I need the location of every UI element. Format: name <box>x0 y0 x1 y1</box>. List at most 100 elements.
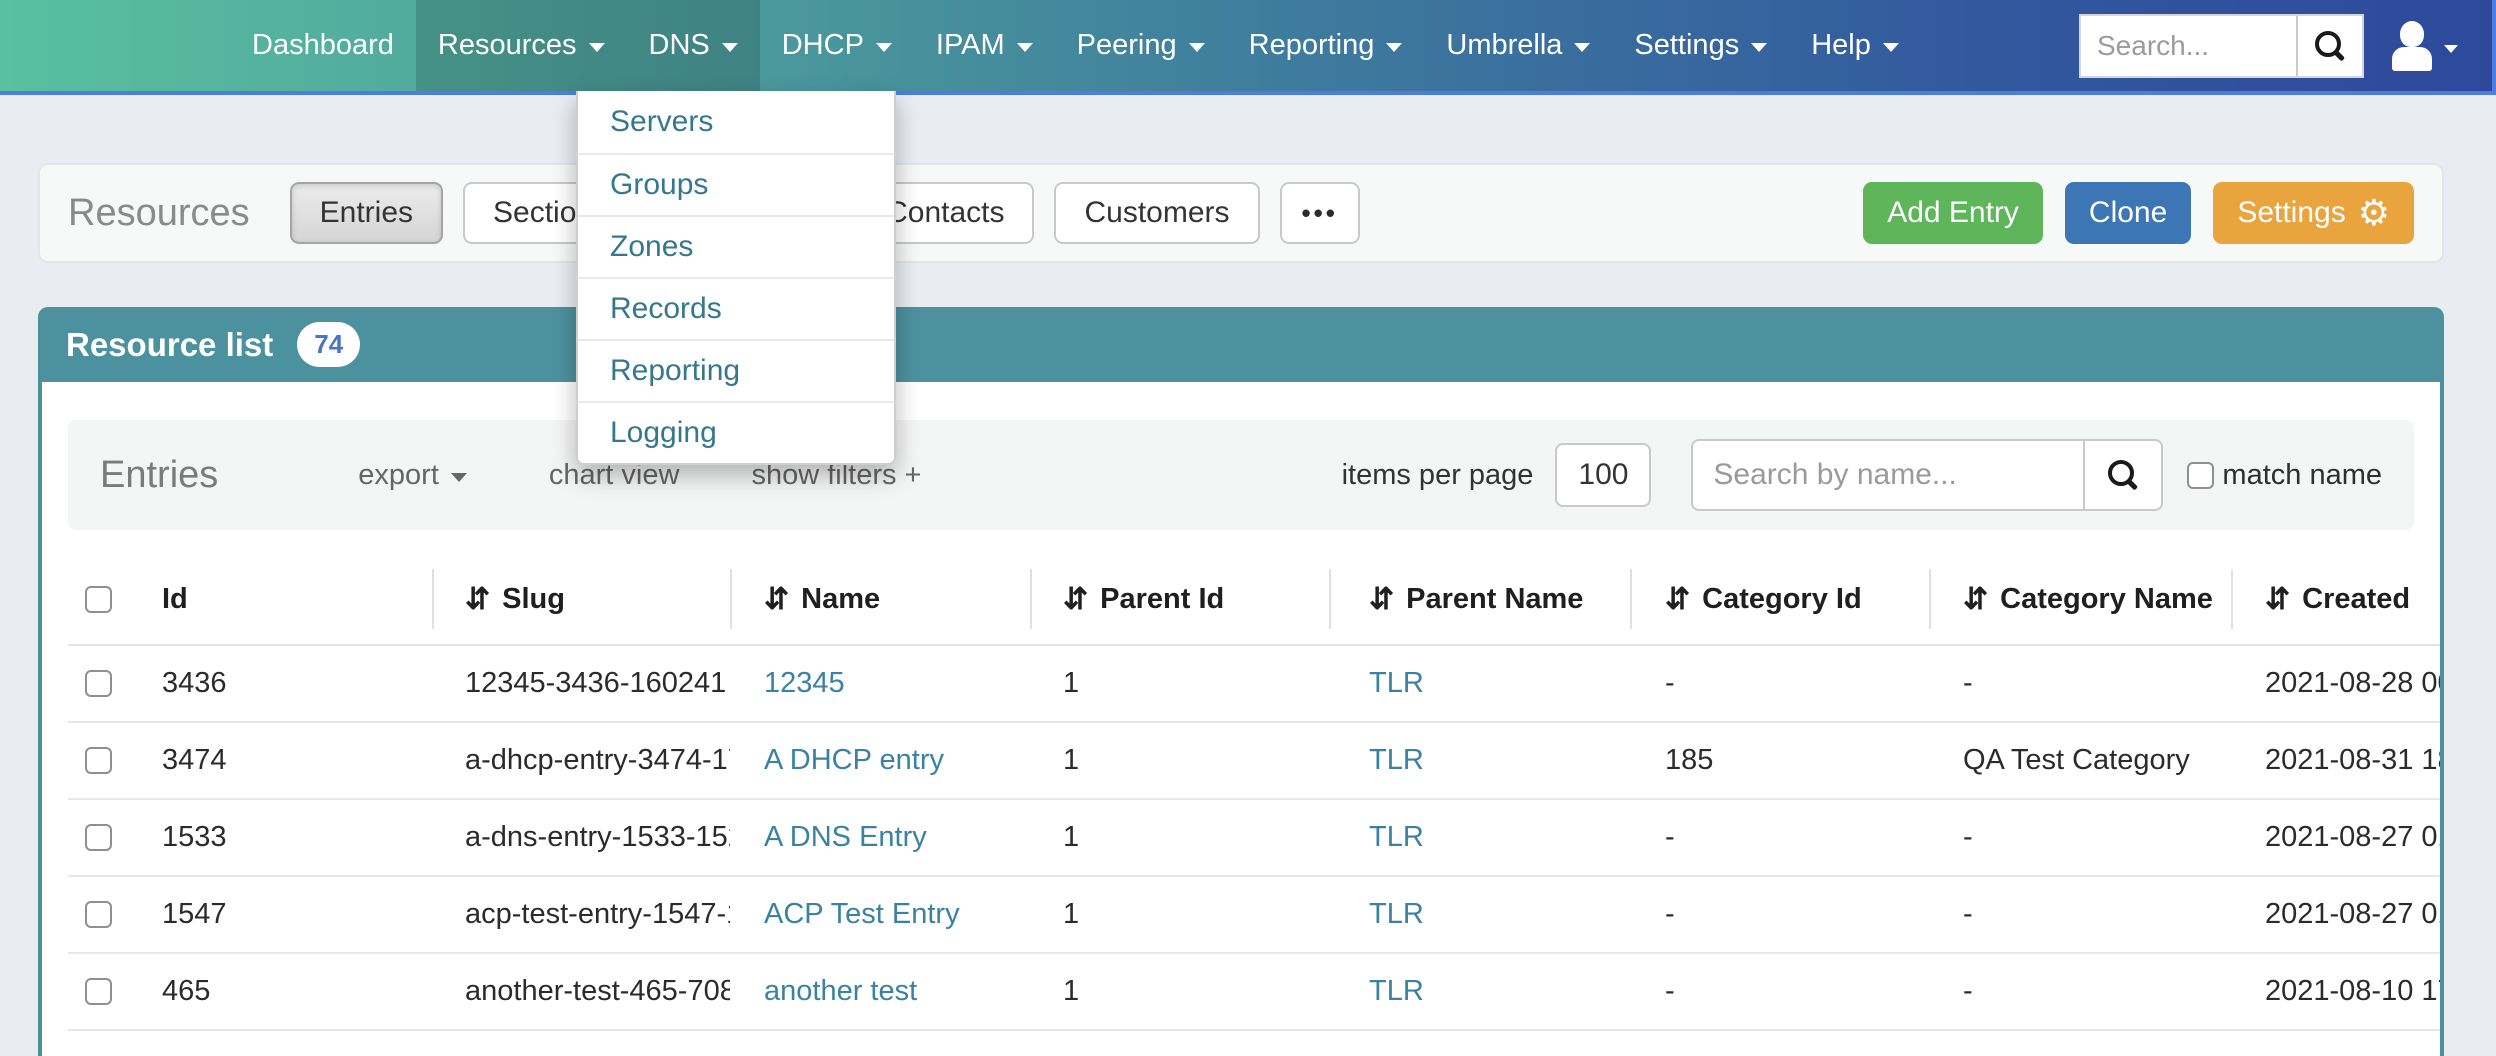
column-header-created[interactable]: ⇵ Created <box>2231 555 2440 644</box>
cell-value[interactable]: TLR <box>1369 667 1424 699</box>
name-search-group <box>1691 439 2164 511</box>
cell-value[interactable]: A DNS Entry <box>764 821 927 853</box>
cell-value[interactable]: TLR <box>1369 744 1424 776</box>
tab-customers[interactable]: Customers <box>1054 182 1260 244</box>
row-checkbox[interactable] <box>85 901 112 928</box>
nav-item-resources[interactable]: Resources <box>415 0 627 91</box>
nav-item-label: Peering <box>1076 29 1177 61</box>
cell-value[interactable]: 12345 <box>764 667 845 699</box>
name-search-input[interactable] <box>1691 439 2084 511</box>
dns-menu-item-groups[interactable]: Groups <box>578 153 894 215</box>
chevron-down-icon <box>1386 43 1403 52</box>
nav-item-umbrella[interactable]: Umbrella <box>1424 0 1612 91</box>
table-row: 3436 12345-3436-160241 12345 1 TLR - -2021-08-… <box>68 646 2440 723</box>
match-name-label: match name <box>2222 458 2382 491</box>
dns-menu-item-records[interactable]: Records <box>578 277 894 339</box>
cell-value[interactable]: another test <box>764 975 918 1007</box>
column-header-label: Category Id <box>1702 583 1862 615</box>
cell-value[interactable]: ACP Test Entry <box>764 898 960 930</box>
cell-parent_name: TLR <box>1329 898 1630 931</box>
export-button[interactable]: export <box>358 459 467 492</box>
column-header-name[interactable]: ⇵ Name <box>730 555 1030 644</box>
column-header-label: Id <box>162 583 188 615</box>
row-checkbox[interactable] <box>85 670 112 697</box>
cell-value[interactable]: A DHCP entry <box>764 744 944 776</box>
navbar-right <box>2079 0 2492 91</box>
row-checkbox-cell <box>68 747 162 774</box>
menu-item-label: Zones <box>610 230 694 263</box>
column-header-category_id[interactable]: ⇵ Category Id <box>1630 555 1929 644</box>
dns-menu-item-reporting[interactable]: Reporting <box>578 339 894 401</box>
select-all-checkbox[interactable] <box>85 586 112 613</box>
nav-item-ipam[interactable]: IPAM <box>914 0 1055 91</box>
cell-value: QA Test Category <box>1963 744 2190 776</box>
chevron-down-icon <box>721 43 738 52</box>
column-header-label: Parent Id <box>1100 583 1225 615</box>
cell-value[interactable]: TLR <box>1369 975 1424 1007</box>
chevron-down-icon <box>1882 43 1899 52</box>
tab-entries[interactable]: Entries <box>289 182 444 244</box>
cell-value[interactable]: TLR <box>1369 821 1424 853</box>
cell-created: 2021-08-27 01 <box>2231 898 2444 931</box>
cell-parent_id: 1 <box>1030 667 1329 700</box>
column-header-parent_name[interactable]: ⇵ Parent Name <box>1329 555 1630 644</box>
dns-menu-item-logging[interactable]: Logging <box>578 401 894 463</box>
nav-item-peering[interactable]: Peering <box>1055 0 1227 91</box>
cell-created: 2021-08-10 17 <box>2231 975 2444 1008</box>
match-name-control: match name <box>2187 459 2382 492</box>
cell-value: acp-test-entry-1547-1... <box>465 898 730 930</box>
tab-more[interactable]: ••• <box>1279 182 1360 244</box>
nav-item-label: DNS <box>648 29 710 61</box>
dns-menu-item-servers[interactable]: Servers <box>578 91 894 153</box>
name-search-button[interactable] <box>2083 439 2164 511</box>
match-name-checkbox[interactable] <box>2187 461 2215 489</box>
nav-item-label: Help <box>1811 29 1871 61</box>
column-header-slug[interactable]: ⇵ Slug <box>432 555 730 644</box>
cell-slug: a-dns-entry-1533-152... <box>432 821 730 854</box>
nav-item-dhcp[interactable]: DHCP <box>760 0 914 91</box>
global-search-input[interactable] <box>2081 15 2296 76</box>
cell-value: a-dns-entry-1533-152... <box>465 821 730 853</box>
row-checkbox[interactable] <box>85 824 112 851</box>
cell-value[interactable]: TLR <box>1369 898 1424 930</box>
cell-value: 2021-08-10 17 <box>2265 975 2444 1007</box>
dns-menu-item-zones[interactable]: Zones <box>578 215 894 277</box>
nav-item-dashboard[interactable]: Dashboard <box>230 0 416 91</box>
nav-item-help[interactable]: Help <box>1789 0 1921 91</box>
cell-category_id: - <box>1630 821 1929 854</box>
cell-parent_name: TLR <box>1329 821 1630 854</box>
cell-category_name: - <box>1929 975 2231 1008</box>
cell-value: another-test-465-70893 <box>465 975 730 1007</box>
menu-item-label: Reporting <box>610 354 741 387</box>
cell-slug: a-dhcp-entry-3474-17... <box>432 744 730 777</box>
cell-parent_name: TLR <box>1329 975 1630 1008</box>
global-search-button[interactable] <box>2296 15 2362 76</box>
menu-item-label: Servers <box>610 105 714 138</box>
nav-item-label: Reporting <box>1248 29 1375 61</box>
items-per-page-input[interactable] <box>1555 443 1652 507</box>
nav-item-dns[interactable]: DNS <box>626 0 760 91</box>
nav-item-reporting[interactable]: Reporting <box>1227 0 1425 91</box>
clone-button[interactable]: Clone <box>2064 182 2192 244</box>
settings-button[interactable]: Settings ⚙ <box>2213 182 2414 244</box>
cell-parent_id: 1 <box>1030 821 1329 854</box>
cell-slug: acp-test-entry-1547-1... <box>432 898 730 931</box>
column-header-parent_id[interactable]: ⇵ Parent Id <box>1030 555 1329 644</box>
row-checkbox[interactable] <box>85 978 112 1005</box>
menu-item-label: Records <box>610 292 722 325</box>
tab-label: Contacts <box>886 196 1005 229</box>
search-icon <box>2106 458 2140 492</box>
chevron-down-icon <box>1751 43 1768 52</box>
table-header-row: Id ⇵ Slug ⇵ Name ⇵ Parent Id ⇵ Parent Name ⇵ Categ… <box>68 555 2440 646</box>
table-row: 465 another-test-465-70893 another test 1 TL… <box>68 954 2440 1031</box>
cell-value: 1 <box>1063 821 1080 853</box>
cell-parent_name: TLR <box>1329 744 1630 777</box>
column-header-category_name[interactable]: ⇵ Category Name <box>1929 555 2231 644</box>
add-entry-button[interactable]: Add Entry <box>1863 182 2043 244</box>
cell-value: 2021-08-27 01 <box>2265 898 2444 930</box>
row-checkbox[interactable] <box>85 747 112 774</box>
cell-parent_id: 1 <box>1030 744 1329 777</box>
nav-item-settings[interactable]: Settings <box>1612 0 1789 91</box>
account-menu[interactable] <box>2390 17 2458 75</box>
cell-value: 1 <box>1063 744 1080 776</box>
